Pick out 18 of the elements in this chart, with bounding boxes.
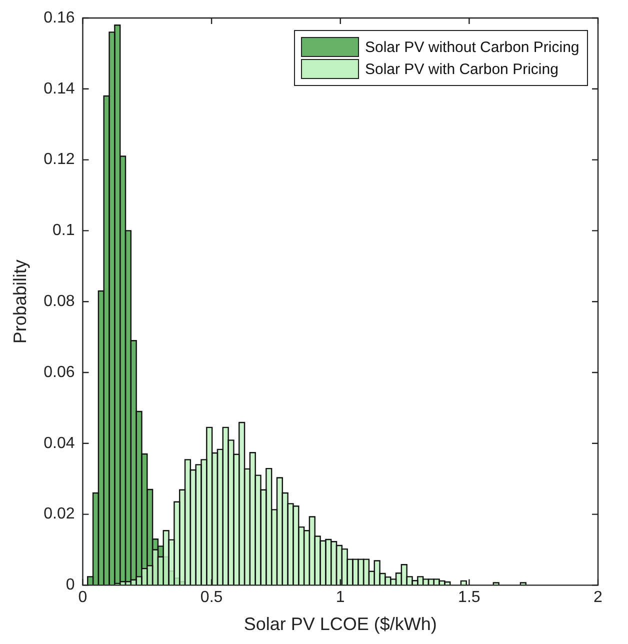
y-tick-label: 0.14 xyxy=(44,80,75,98)
y-axis-title: Probability xyxy=(10,260,30,344)
y-tick-label: 0.16 xyxy=(44,9,75,26)
x-tick-label: 2 xyxy=(594,589,603,606)
legend-label: Solar PV with Carbon Pricing xyxy=(365,60,558,78)
y-tick-label: 0.08 xyxy=(44,293,75,310)
y-tick-label: 0.12 xyxy=(44,151,75,168)
x-tick-label: 0 xyxy=(78,589,88,606)
y-tick-label: 0 xyxy=(66,576,75,594)
y-tick-label: 0.04 xyxy=(44,434,75,452)
x-tick-label: 1 xyxy=(336,589,345,606)
x-tick-label: 1.5 xyxy=(458,589,480,606)
legend-label: Solar PV without Carbon Pricing xyxy=(365,38,580,56)
y-tick-label: 0.02 xyxy=(44,506,75,523)
y-tick-label: 0.1 xyxy=(52,222,75,240)
x-axis-title: Solar PV LCOE ($/kWh) xyxy=(244,614,437,634)
y-tick-label: 0.06 xyxy=(44,364,75,381)
x-tick-label: 0.5 xyxy=(200,589,223,606)
